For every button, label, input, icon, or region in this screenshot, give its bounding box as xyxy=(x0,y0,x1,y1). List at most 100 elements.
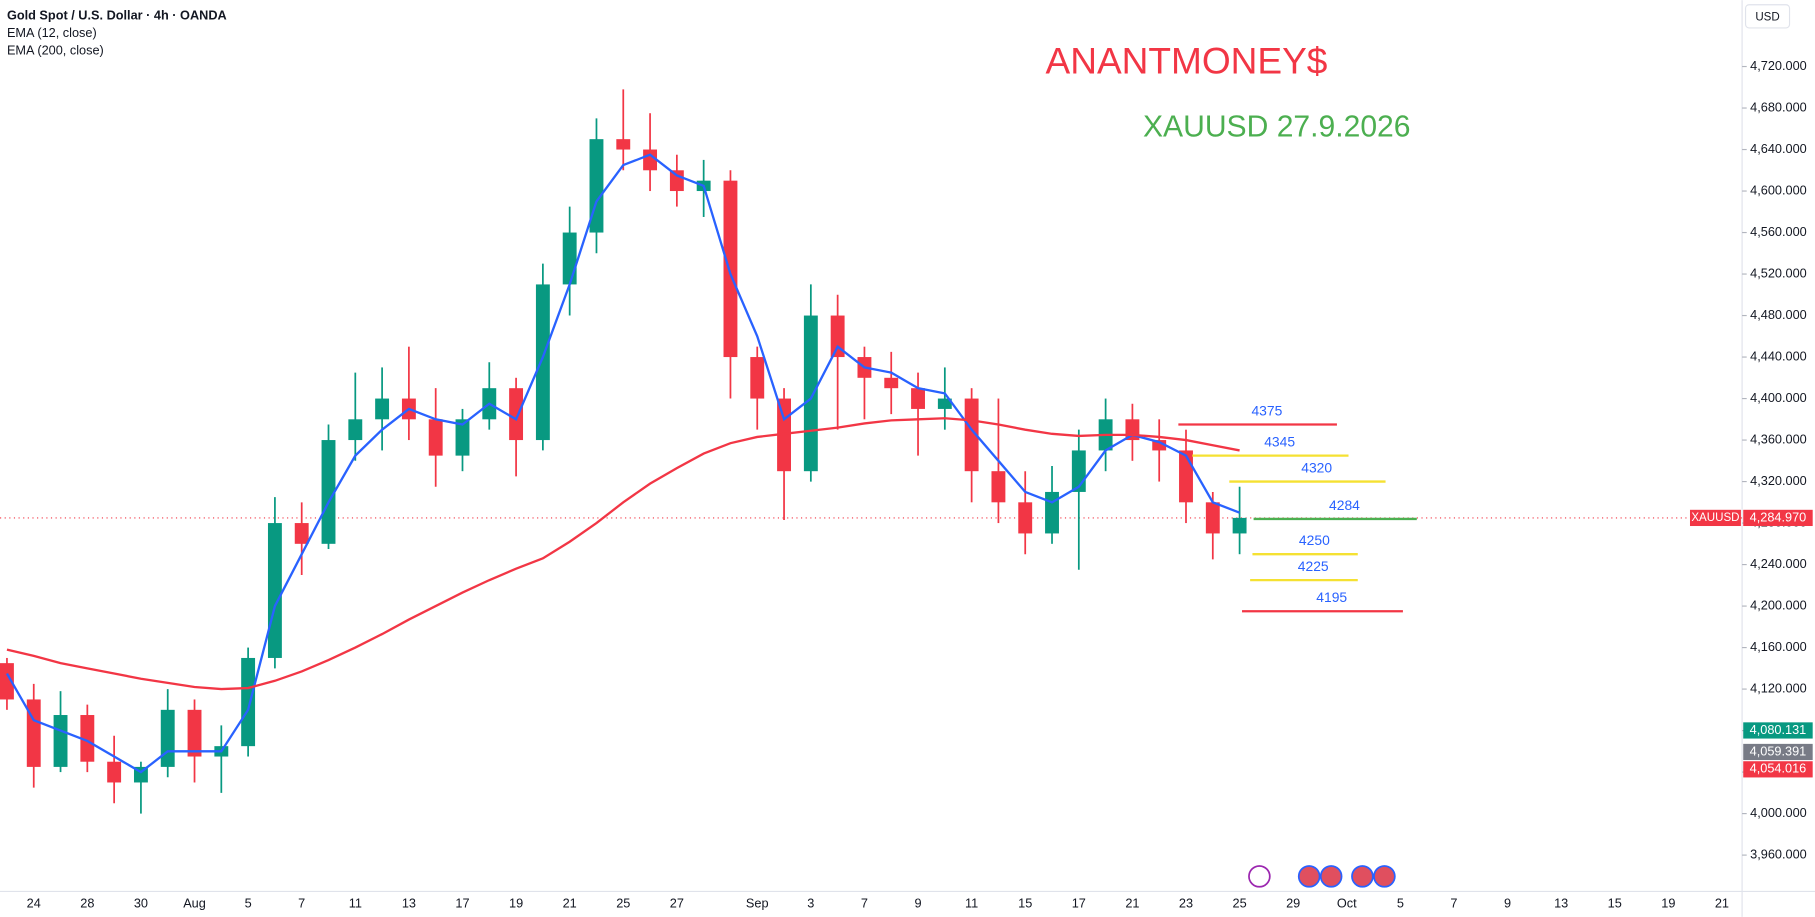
x-tick-label: 7 xyxy=(298,896,305,911)
candle-body xyxy=(803,315,818,472)
x-tick-label: Sep xyxy=(746,896,769,911)
y-tick-label: 4,320.000 xyxy=(1750,473,1807,488)
y-tick-label: 4,000.000 xyxy=(1750,805,1807,820)
x-tick-label: 24 xyxy=(27,896,41,911)
candle-body xyxy=(535,284,550,441)
candle-body xyxy=(428,419,443,456)
price-label-box xyxy=(1743,509,1813,527)
x-tick-label: 7 xyxy=(1450,896,1457,911)
y-tick-label: 4,720.000 xyxy=(1750,58,1807,73)
candle-body xyxy=(1205,502,1220,534)
candle-body xyxy=(80,715,95,762)
price-label: 4,059.391 xyxy=(1750,743,1807,758)
candle-body xyxy=(937,398,952,409)
symbol-title: Gold Spot / U.S. Dollar · 4h · OANDA xyxy=(7,8,227,23)
x-tick-label: 27 xyxy=(670,896,684,911)
x-tick-label: Oct xyxy=(1337,896,1357,911)
y-tick-label: 4,160.000 xyxy=(1750,639,1807,654)
candle-body xyxy=(830,315,845,358)
y-tick-label: 4,680.000 xyxy=(1750,99,1807,114)
candle-body xyxy=(1232,517,1247,534)
x-tick-label: 29 xyxy=(1286,896,1300,911)
level-label: 4250 xyxy=(1299,532,1330,548)
level-label: 4320 xyxy=(1301,460,1332,476)
candle-body xyxy=(884,377,899,389)
candle-body xyxy=(750,357,765,399)
y-tick-label: 4,120.000 xyxy=(1750,680,1807,695)
candle-body xyxy=(562,232,577,285)
candle-body xyxy=(294,523,309,544)
candle-body xyxy=(241,657,256,747)
candle-body xyxy=(0,663,14,700)
x-tick-label: 9 xyxy=(914,896,921,911)
candle-body xyxy=(991,471,1006,503)
y-tick-label: 4,240.000 xyxy=(1750,556,1807,571)
y-tick-label: 4,440.000 xyxy=(1750,348,1807,363)
y-tick-label: 4,640.000 xyxy=(1750,141,1807,156)
indicator-legend: EMA (12, close) xyxy=(7,25,97,40)
level-label: 4345 xyxy=(1264,434,1295,450)
x-tick-label: 7 xyxy=(861,896,868,911)
x-tick-label: 15 xyxy=(1608,896,1622,911)
plot-area: 4375 4345 4320 4284 4250 4225 4195 xyxy=(0,89,1743,814)
event-icon[interactable] xyxy=(1373,865,1396,888)
candle-body xyxy=(911,388,925,409)
candle-body xyxy=(643,149,658,171)
candle-body xyxy=(375,398,390,420)
x-tick-label: Aug xyxy=(183,896,206,911)
price-label: 4,080.131 xyxy=(1750,722,1807,737)
level-label: 4284 xyxy=(1329,497,1360,513)
x-tick-label: 5 xyxy=(1397,896,1404,911)
x-tick-label: 19 xyxy=(1661,896,1675,911)
level-label: 4375 xyxy=(1251,402,1282,418)
x-tick-label: 21 xyxy=(1715,896,1729,911)
level-label: 4225 xyxy=(1298,558,1329,574)
price-label: 4,284.970 xyxy=(1750,509,1807,524)
candle-body xyxy=(1045,491,1059,534)
y-tick-label: 4,400.000 xyxy=(1750,390,1807,405)
y-tick-label: 4,360.000 xyxy=(1750,431,1807,446)
candle-body xyxy=(455,419,470,456)
x-tick-label: 15 xyxy=(1018,896,1032,911)
currency-button[interactable] xyxy=(1744,4,1791,29)
currency-label[interactable]: USD xyxy=(1755,12,1779,24)
candle-body xyxy=(160,709,175,767)
ema-line xyxy=(5,153,1241,774)
ema-line xyxy=(6,417,1240,691)
y-tick-label: 3,960.000 xyxy=(1750,846,1807,861)
y-tick-label: 4,480.000 xyxy=(1750,307,1807,322)
event-icon[interactable] xyxy=(1319,865,1343,888)
x-tick-label: 23 xyxy=(1179,896,1193,911)
candle-body xyxy=(107,761,122,783)
event-icon[interactable] xyxy=(1351,865,1374,888)
y-tick-label: 4,520.000 xyxy=(1750,265,1807,280)
price-label: 4,054.016 xyxy=(1750,761,1807,776)
candle-body xyxy=(616,139,631,150)
x-tick-label: 9 xyxy=(1504,896,1511,911)
event-icon[interactable] xyxy=(1297,865,1321,888)
x-tick-label: 11 xyxy=(349,896,362,911)
x-tick-label: 30 xyxy=(134,896,148,911)
price-label-box xyxy=(1743,761,1813,778)
level-label: 4195 xyxy=(1316,589,1347,605)
x-tick-label: 19 xyxy=(509,896,523,911)
candle-body xyxy=(1179,450,1193,503)
candle-body xyxy=(509,388,524,441)
x-tick-label: 13 xyxy=(1554,896,1568,911)
price-label-box xyxy=(1743,722,1813,739)
event-icon[interactable] xyxy=(1248,865,1271,888)
x-tick-label: 25 xyxy=(1233,896,1247,911)
x-tick-label: 13 xyxy=(402,896,416,911)
x-tick-label: 17 xyxy=(1072,896,1086,911)
price-label-box xyxy=(1743,743,1813,761)
x-tick-label: 3 xyxy=(807,896,814,911)
symbol-label: XAUUSD xyxy=(1691,512,1739,524)
candle-body xyxy=(53,715,68,767)
candle-body xyxy=(723,180,738,358)
event-icons xyxy=(1248,865,1396,888)
candle-body xyxy=(964,398,979,472)
y-tick-label: 4,600.000 xyxy=(1750,182,1807,197)
